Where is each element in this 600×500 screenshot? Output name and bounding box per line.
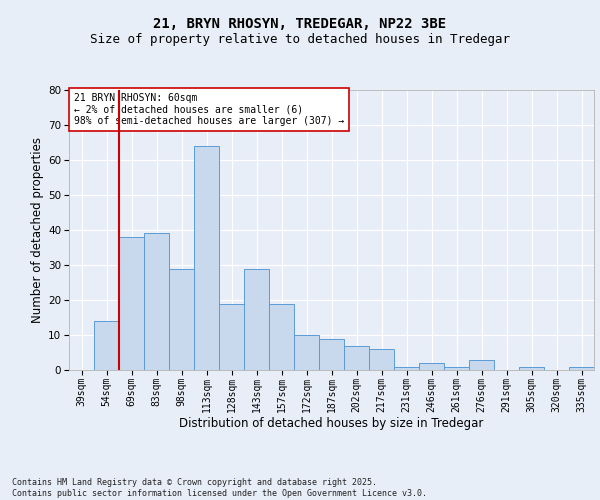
Bar <box>269 304 294 370</box>
Bar <box>569 366 594 370</box>
Bar <box>369 349 394 370</box>
Bar <box>519 366 544 370</box>
Bar <box>319 338 344 370</box>
Bar <box>144 234 169 370</box>
Bar <box>219 304 244 370</box>
Bar <box>194 146 219 370</box>
Text: 21, BRYN RHOSYN, TREDEGAR, NP22 3BE: 21, BRYN RHOSYN, TREDEGAR, NP22 3BE <box>154 18 446 32</box>
Bar <box>244 268 269 370</box>
Text: 21 BRYN RHOSYN: 60sqm
← 2% of detached houses are smaller (6)
98% of semi-detach: 21 BRYN RHOSYN: 60sqm ← 2% of detached h… <box>74 93 344 126</box>
Bar <box>419 363 444 370</box>
Bar <box>469 360 494 370</box>
Text: Contains HM Land Registry data © Crown copyright and database right 2025.
Contai: Contains HM Land Registry data © Crown c… <box>12 478 427 498</box>
Bar <box>294 335 319 370</box>
Bar <box>119 237 144 370</box>
Bar <box>344 346 369 370</box>
Bar <box>94 321 119 370</box>
X-axis label: Distribution of detached houses by size in Tredegar: Distribution of detached houses by size … <box>179 417 484 430</box>
Text: Size of property relative to detached houses in Tredegar: Size of property relative to detached ho… <box>90 32 510 46</box>
Y-axis label: Number of detached properties: Number of detached properties <box>31 137 44 323</box>
Bar <box>394 366 419 370</box>
Bar <box>169 268 194 370</box>
Bar <box>444 366 469 370</box>
